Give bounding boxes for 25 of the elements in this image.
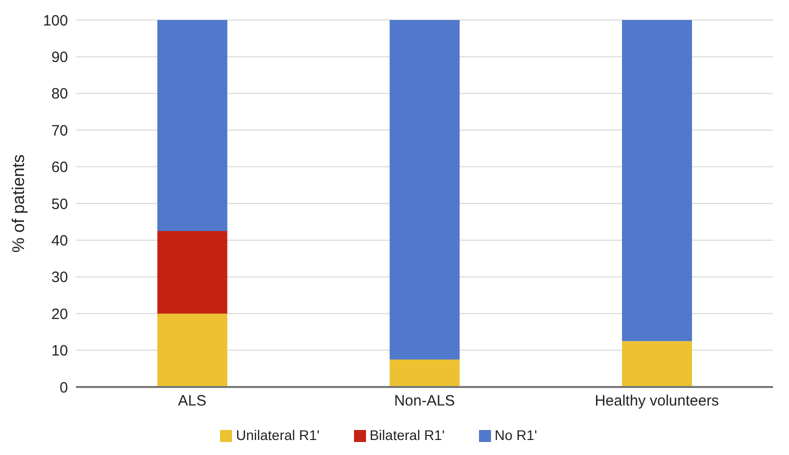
bar (390, 20, 460, 360)
y-tick-label: 90 (51, 49, 68, 66)
bar (622, 20, 692, 342)
legend-label: No R1' (494, 427, 537, 443)
y-tick-label: 0 (60, 379, 68, 396)
bar (157, 20, 228, 232)
x-tick-label: Non-ALS (394, 392, 455, 410)
y-tick-label: 30 (51, 269, 68, 286)
legend-label: Unilateral R1' (236, 427, 320, 443)
y-tick-label: 60 (51, 159, 68, 176)
bar (157, 314, 228, 387)
bar (622, 341, 692, 387)
y-tick-label: 80 (51, 86, 68, 103)
bar (157, 231, 228, 314)
y-tick-label: 40 (51, 232, 68, 250)
x-tick-label: Healthy volunteers (594, 392, 719, 410)
y-tick-label: 10 (51, 342, 68, 360)
y-tick-label: 20 (51, 306, 68, 323)
y-tick-label: 100 (42, 12, 68, 30)
legend-label: Bilateral R1' (370, 427, 445, 443)
x-tick-label: ALS (178, 392, 206, 410)
bar (390, 359, 460, 387)
y-axis-title: % of patients (9, 154, 28, 253)
y-tick-label: 50 (51, 196, 68, 213)
y-tick-label: 70 (51, 122, 68, 140)
